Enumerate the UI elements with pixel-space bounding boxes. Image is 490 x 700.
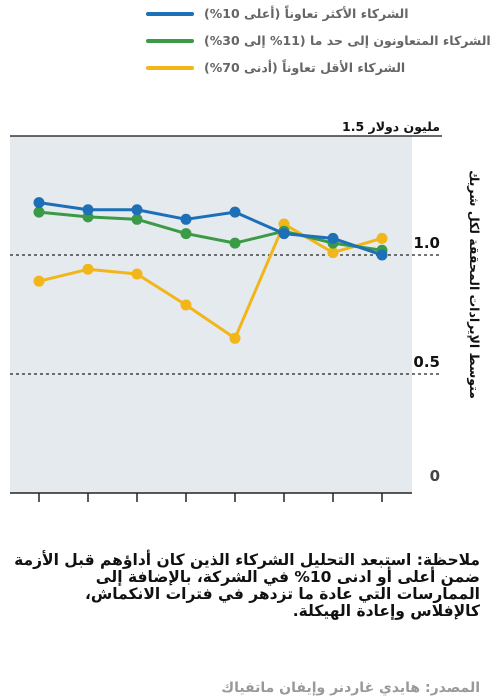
y-tick-label: 1.5 مليون دولار xyxy=(342,119,440,134)
series-line xyxy=(37,201,384,257)
data-point xyxy=(131,204,143,216)
chart-source: المصدر: هايدي غاردنر وإيفان ماتفياك xyxy=(221,680,480,696)
data-point xyxy=(180,299,192,311)
y-tick-label: 1.0 xyxy=(413,234,440,252)
legend-label: الشركاء الأكثر تعاوناً (أعلى 10%) xyxy=(204,6,409,21)
data-point xyxy=(278,228,290,240)
data-point xyxy=(327,232,339,244)
legend-label: الشركاء الأقل تعاوناً (أدنى 70%) xyxy=(204,60,406,75)
data-point xyxy=(327,247,339,259)
series-line xyxy=(37,210,384,252)
plot-background xyxy=(10,136,412,493)
data-point xyxy=(82,204,94,216)
data-point xyxy=(82,263,94,275)
data-point xyxy=(376,249,388,261)
legend-swatch-green xyxy=(146,38,194,43)
y-tick-label: 0 xyxy=(430,467,440,485)
legend-swatch-blue xyxy=(146,11,194,16)
legend-label: الشركاء المتعاونون إلى حد ما (11% إلى 30… xyxy=(204,33,490,48)
legend-item-least-collaborative: الشركاء الأقل تعاوناً (أدنى 70%) xyxy=(146,54,476,81)
chart-legend: الشركاء الأكثر تعاوناً (أعلى 10%) الشركا… xyxy=(146,0,490,81)
series-line xyxy=(37,222,384,340)
data-point xyxy=(229,206,241,218)
data-point xyxy=(131,213,143,225)
data-point xyxy=(180,228,192,240)
data-point xyxy=(33,275,45,287)
data-point xyxy=(131,268,143,280)
chart-note: ملاحظة: استبعد التحليل الشركاء الذين كان… xyxy=(14,551,480,620)
data-point xyxy=(180,213,192,225)
y-axis-title: متوسط الإيرادات المحققة لكل شريك xyxy=(467,170,482,399)
data-point xyxy=(33,206,45,218)
data-point xyxy=(229,332,241,344)
line-chart: 1.5 مليون دولار 1.0 0.5 0 متوسط الإيرادات ال… xyxy=(10,119,482,502)
legend-swatch-yellow xyxy=(146,65,194,70)
data-point xyxy=(229,237,241,249)
legend-item-most-collaborative: الشركاء الأكثر تعاوناً (أعلى 10%) xyxy=(146,0,476,27)
y-tick-label: 0.5 xyxy=(413,353,440,371)
data-point xyxy=(376,232,388,244)
legend-item-moderately-collaborative: الشركاء المتعاونون إلى حد ما (11% إلى 30… xyxy=(146,27,490,54)
data-point xyxy=(33,197,45,209)
